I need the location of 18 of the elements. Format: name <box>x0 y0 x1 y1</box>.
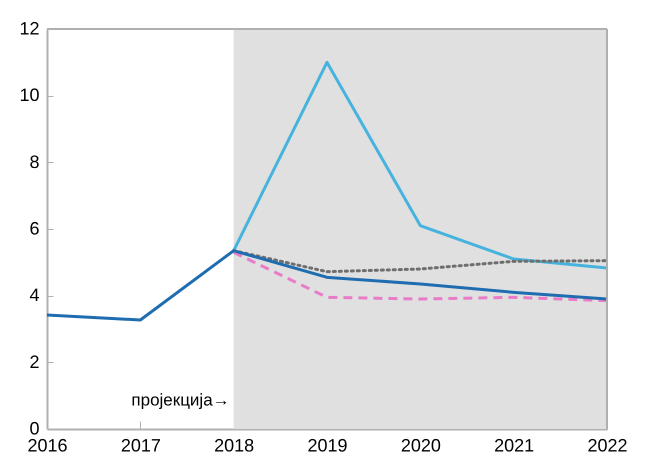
y-tick-label: 4 <box>29 285 40 306</box>
x-tick-label: 2019 <box>307 436 348 456</box>
x-tick-label: 2018 <box>214 436 254 456</box>
line-series <box>232 250 608 302</box>
line-series <box>46 249 608 322</box>
y-tick-label: 10 <box>19 85 40 106</box>
y-tick-label: 0 <box>29 418 40 438</box>
line-series <box>232 60 608 270</box>
x-tick-label: 2022 <box>587 436 628 456</box>
annotation: пројекција→ <box>131 390 230 410</box>
y-tick-label: 6 <box>29 218 40 238</box>
x-tick-label: 2021 <box>494 436 534 456</box>
x-tick-label: 2016 <box>27 436 68 456</box>
y-tick-label: 2 <box>29 352 40 372</box>
y-tick-label: 8 <box>29 152 40 172</box>
x-tick-label: 2017 <box>120 436 161 456</box>
y-tick-label: 12 <box>19 18 40 38</box>
x-tick-label: 2020 <box>400 436 441 456</box>
